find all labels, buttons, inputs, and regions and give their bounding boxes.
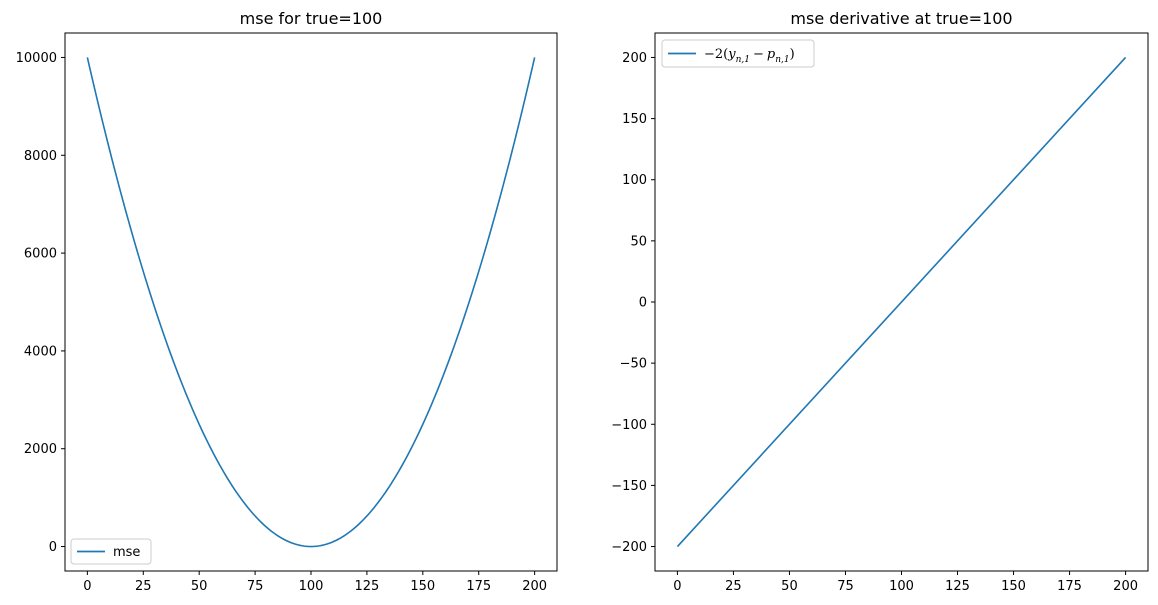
y-tick-label: 0 <box>639 296 647 311</box>
x-tick-label: 0 <box>673 579 681 594</box>
x-tick-label: 200 <box>522 579 547 594</box>
legend-box <box>70 538 152 565</box>
y-axis: 0 2000 4000 6000 8000 10000 <box>16 51 65 555</box>
legend: −2(yn,1− pn,1) <box>661 39 815 68</box>
x-axis: 0 25 50 75 100 125 150 175 200 <box>673 571 1138 594</box>
y-tick-label: −50 <box>620 357 647 372</box>
x-tick-label: 75 <box>247 579 264 594</box>
y-tick-label: 10000 <box>16 51 57 66</box>
series-line-mse <box>86 57 536 548</box>
y-tick-label: 8000 <box>24 149 57 164</box>
x-tick-label: 75 <box>837 579 854 594</box>
x-tick-label: 150 <box>1001 579 1026 594</box>
mse-derivative-chart: mse derivative at true=100 0 25 50 75 100 125… <box>611 9 1149 594</box>
y-tick-label: −200 <box>611 540 647 555</box>
x-tick-label: 150 <box>410 579 435 594</box>
y-axis: −200 −150 −100 −50 0 50 100 150 200 <box>611 51 655 555</box>
y-tick-label: 100 <box>622 173 647 188</box>
y-tick-label: 4000 <box>24 344 57 359</box>
axes-frame <box>64 32 558 572</box>
chart-title: mse derivative at true=100 <box>790 9 1012 28</box>
legend-label-mse: mse <box>113 545 140 560</box>
x-tick-label: 125 <box>354 579 379 594</box>
x-tick-label: 25 <box>135 579 152 594</box>
legend: mse <box>70 538 152 565</box>
series-line-derivative <box>676 56 1127 548</box>
y-tick-label: 2000 <box>24 442 57 457</box>
series-layer <box>86 57 536 548</box>
x-tick-label: 200 <box>1113 579 1138 594</box>
x-tick-label: 50 <box>191 579 208 594</box>
legend-box <box>661 39 815 68</box>
x-tick-label: 175 <box>466 579 491 594</box>
y-tick-label: 50 <box>630 234 647 249</box>
legend-label-derivative: −2(yn,1− pn,1) <box>704 47 795 65</box>
mse-chart: mse for true=100 0 25 50 75 100 125 150 175 200 … <box>16 9 558 594</box>
x-tick-label: 50 <box>781 579 798 594</box>
y-tick-label: 6000 <box>24 247 57 262</box>
x-axis: 0 25 50 75 100 125 150 175 200 <box>83 571 547 594</box>
y-tick-label: −100 <box>611 418 647 433</box>
chart-title: mse for true=100 <box>240 9 383 28</box>
x-tick-label: 175 <box>1057 579 1082 594</box>
y-tick-label: 200 <box>622 51 647 66</box>
series-layer <box>676 56 1127 548</box>
y-tick-label: −150 <box>611 479 647 494</box>
x-tick-label: 100 <box>299 579 324 594</box>
y-tick-label: 0 <box>49 540 57 555</box>
x-tick-label: 125 <box>945 579 970 594</box>
x-tick-label: 25 <box>725 579 742 594</box>
x-tick-label: 100 <box>889 579 914 594</box>
x-tick-label: 0 <box>83 579 91 594</box>
y-tick-label: 150 <box>622 112 647 127</box>
